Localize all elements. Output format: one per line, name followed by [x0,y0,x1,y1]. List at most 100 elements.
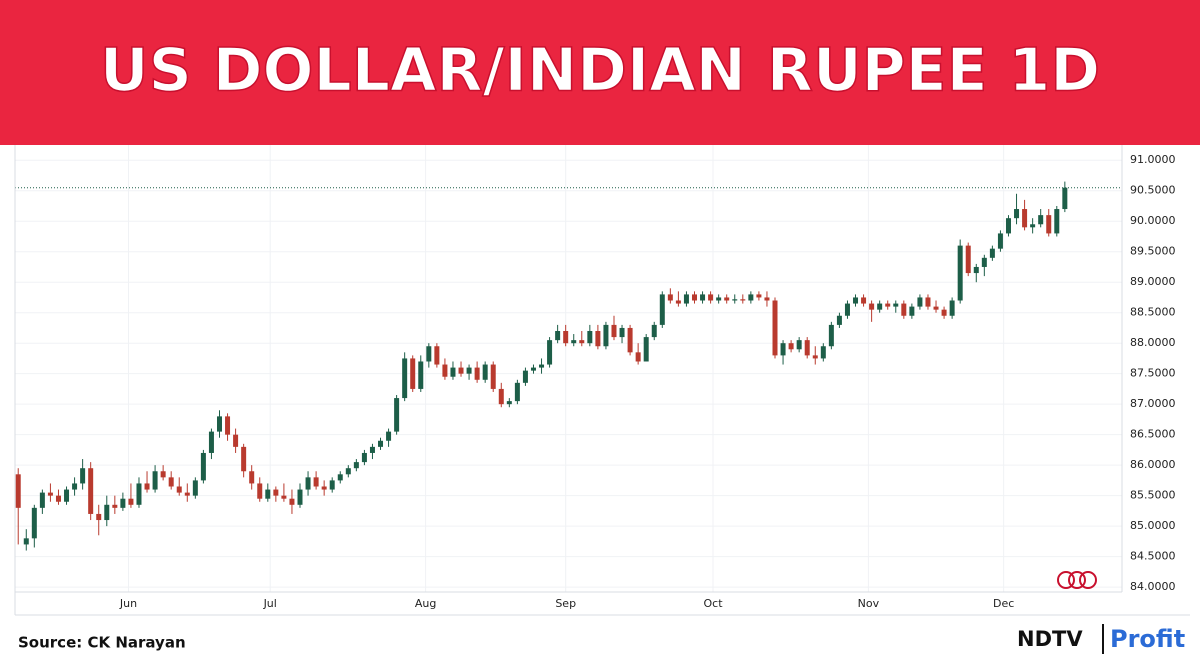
source-note: Source: CK Narayan [18,634,186,652]
candle-body [80,468,86,484]
candle-body [917,297,923,307]
candle-body [289,498,295,505]
candle-body [997,233,1003,249]
candle-body [378,440,384,447]
candle-body [426,346,432,362]
candle-body [233,434,239,447]
candle-body [168,477,174,487]
x-tick-label: Nov [858,597,880,610]
candle-body [1054,209,1060,234]
candle-body [861,297,867,304]
candle-body [780,343,786,356]
x-tick-label: Dec [993,597,1014,610]
candle-body [144,483,150,490]
candle-body [700,294,706,301]
candle-body [241,446,247,472]
candle-body [402,358,408,399]
candle-body [394,398,400,432]
candle-body [691,294,697,301]
candle-body [200,452,206,481]
candle-body [39,492,45,508]
candle-body [225,416,231,435]
candle-body [361,452,367,463]
candle-body [796,340,802,350]
candle-body [329,480,335,490]
candle-body [877,303,883,310]
candle-body [893,303,899,307]
candle-body [369,446,375,453]
candle-body [1030,224,1036,228]
candle-body [1038,215,1044,225]
candle-body [410,358,416,389]
candle-body [305,477,311,490]
candle-body [313,477,319,487]
candle-body [973,266,979,274]
candle-body [595,330,601,347]
candle-body [208,431,214,453]
candle-body [571,340,577,344]
y-tick-label: 89.0000 [1130,275,1176,288]
candle-body [490,364,496,389]
candle-body [772,300,778,356]
candle-body [474,367,480,380]
candle-body [104,504,110,521]
y-tick-label: 89.5000 [1130,245,1176,258]
candle-body [1014,209,1020,219]
candle-body [345,468,351,475]
candle-body [434,346,440,365]
y-tick-label: 86.0000 [1130,458,1176,471]
candle-body [514,382,520,402]
x-tick-label: Jun [119,597,137,610]
watermark-icon [1057,571,1097,589]
candle-body [265,489,271,499]
candle-body [273,489,279,496]
candle-body [909,306,915,316]
candle-body [563,330,569,344]
candle-body [1005,218,1011,234]
candle-body [128,498,134,505]
candle-body [184,492,190,496]
y-tick-label: 85.0000 [1130,519,1176,532]
candle-body [23,538,29,545]
candle-body [683,294,689,304]
candle-body [748,294,754,301]
candle-body [933,306,939,310]
candle-body [386,431,392,441]
candle-body [836,315,842,325]
candle-body [482,364,488,380]
candle-body [659,294,665,325]
candle-body [506,401,512,405]
y-tick-label: 87.5000 [1130,367,1176,380]
candle-body [257,483,263,499]
candle-body [611,324,617,338]
y-tick-label: 84.5000 [1130,550,1176,563]
candle-body [828,324,834,347]
candle-body [498,388,504,405]
candle-body [112,504,118,508]
x-tick-label: Jul [263,597,277,610]
candle-body [965,245,971,274]
candle-body [96,513,102,521]
candle-body [281,495,287,499]
candle-body [579,340,585,344]
candle-body [981,257,987,267]
candle-body [249,471,255,484]
candle-body [788,343,794,350]
candle-body [160,471,166,478]
brand-profit: Profit [1110,625,1185,653]
candle-body [667,294,673,301]
candle-body [216,416,222,432]
brand-ndtv: NDTV [1017,627,1083,651]
candle-body [587,330,593,344]
y-tick-label: 91.0000 [1130,153,1176,166]
candle-body [176,486,182,493]
candle-body [619,327,625,338]
candle-body [555,330,561,341]
candle-body [869,303,875,310]
y-tick-label: 84.0000 [1130,580,1176,593]
candle-body [1046,215,1052,234]
candle-body [522,370,528,383]
candle-body [297,489,303,505]
candle-body [337,474,343,481]
candle-body [603,324,609,347]
